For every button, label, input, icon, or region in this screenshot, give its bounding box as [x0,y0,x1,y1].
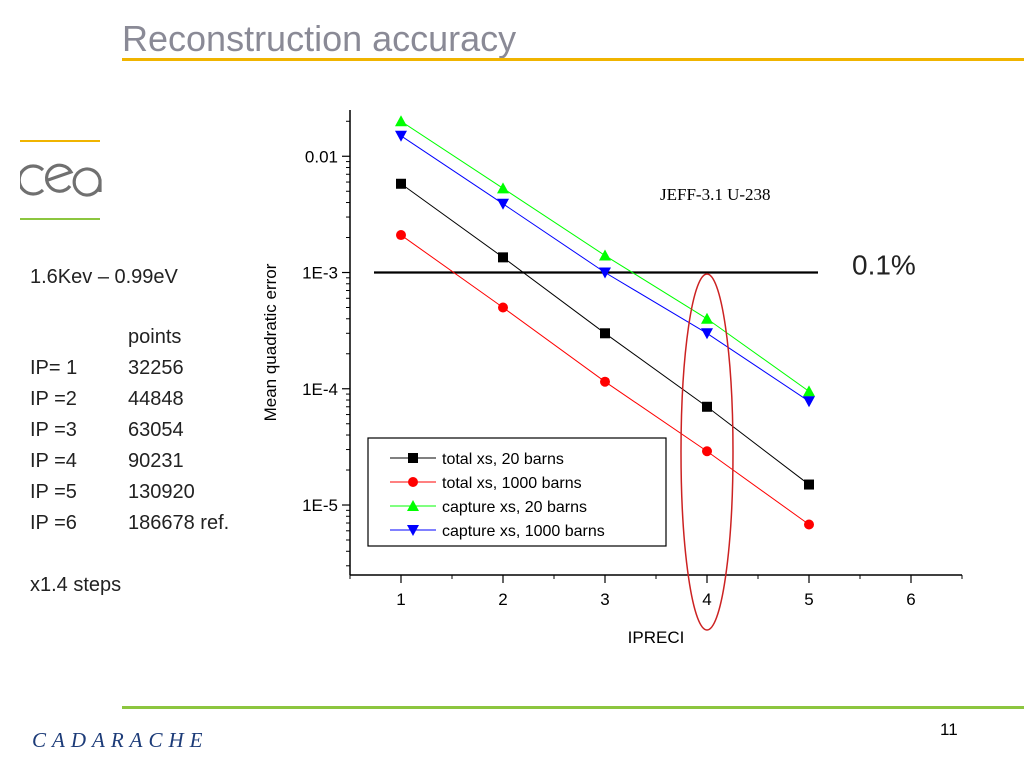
logo-divider-top [20,140,100,142]
slide-title: Reconstruction accuracy [122,18,517,59]
x-tick-label: 1 [396,590,405,609]
legend-item: capture xs, 20 barns [390,499,587,516]
ip-label: IP =5 [30,481,77,503]
x-tick-label: 4 [702,590,711,609]
data-point [599,267,611,279]
legend-label: total xs, 1000 barns [442,475,582,492]
ip-points-value: 44848 [128,388,184,410]
data-point [600,328,610,339]
highlight-ellipse [680,273,734,631]
data-point [395,130,407,142]
cadarache-logo: CADARACHE [32,728,209,752]
logo-divider-bottom [20,218,100,220]
legend-item: total xs, 20 barns [390,451,564,468]
x-axis-title: IPRECI [628,628,685,647]
footer-divider [122,706,1024,709]
legend-marker [407,500,419,511]
chart-annotation: JEFF-3.1 U-238 [660,185,771,204]
title-divider [122,58,1024,61]
ip-points-value: 130920 [128,481,195,503]
points-header: points [128,326,182,348]
cea-logo [20,163,102,197]
y-axis-title: Mean quadratic error [261,263,280,421]
ip-label: IP =2 [30,388,77,410]
ip-points-value: 90231 [128,450,184,472]
data-point [803,385,815,397]
page-number: 11 [940,720,958,739]
ip-points-value: 63054 [128,419,184,441]
legend-marker [408,453,418,463]
legend-marker [407,525,419,536]
ip-label: IP =3 [30,419,77,441]
x-tick-label: 5 [804,590,813,609]
ip-label: IP =6 [30,512,77,534]
data-point [395,115,407,127]
data-point [498,252,508,263]
energy-range-text: 1.6Kev – 0.99eV [30,266,178,288]
data-point [396,178,406,189]
data-point [702,401,712,412]
data-point [804,519,814,530]
data-point [702,446,712,457]
ip-label: IP =4 [30,450,77,472]
ip-label: IP= 1 [30,357,78,379]
reference-line-label: 0.1% [852,250,916,281]
y-tick-label: 1E-3 [302,264,338,283]
legend: total xs, 20 barns total xs, 1000 barns ca… [367,437,667,547]
data-point [803,396,815,408]
data-point [600,376,610,387]
legend-label: total xs, 20 barns [442,451,564,468]
steps-note: x1.4 steps [30,574,122,596]
data-point [396,230,406,241]
ip-points-value: 32256 [128,357,184,379]
legend-item: capture xs, 1000 barns [390,523,605,540]
data-point [804,479,814,490]
ip-points-value: 186678 ref. [128,512,230,534]
legend-label: capture xs, 1000 barns [442,523,605,540]
legend-item: total xs, 1000 barns [390,475,582,492]
data-point [701,328,713,340]
data-point [497,182,509,194]
data-point [599,249,611,261]
legend-label: capture xs, 20 barns [442,499,587,516]
data-point [498,302,508,313]
y-tick-label: 0.01 [305,147,338,166]
data-point [701,312,713,324]
x-tick-label: 2 [498,590,507,609]
x-tick-label: 6 [906,590,915,609]
x-tick-label: 3 [600,590,609,609]
y-tick-label: 1E-5 [302,496,338,515]
y-tick-label: 1E-4 [302,380,338,399]
legend-marker [408,477,418,487]
data-point [497,198,509,210]
